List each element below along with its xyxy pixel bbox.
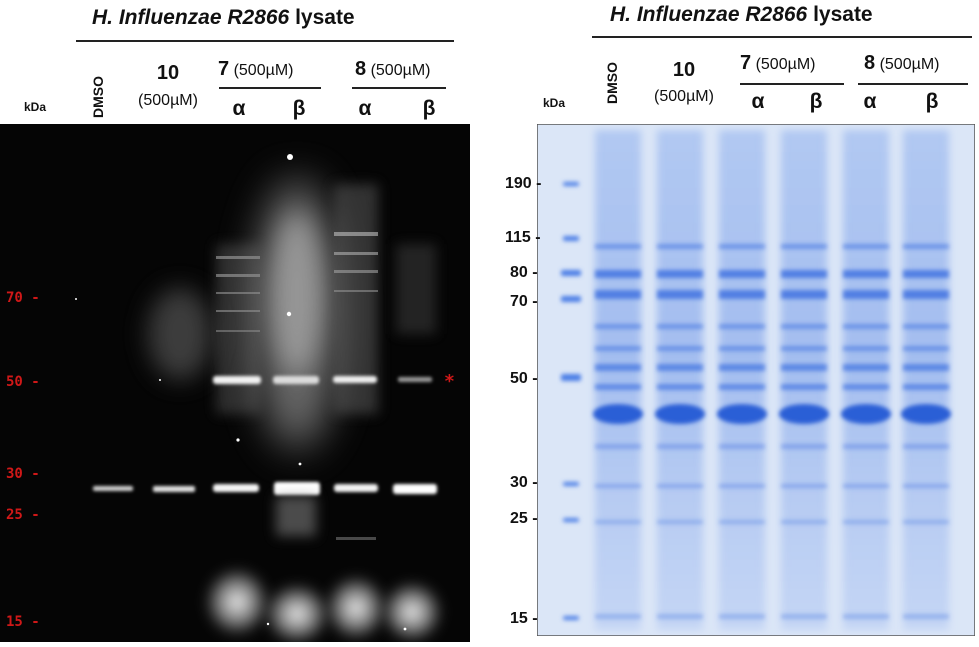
right-kda-label: kDa (543, 96, 566, 110)
lane-7b-lower-smear (276, 496, 316, 536)
left-gel-image (0, 124, 470, 646)
right-lane-group-7: 7 (500µM) (740, 52, 815, 75)
left-lane-group-8: 8 (500µM) (355, 58, 430, 81)
right-lane-label-8: 8 (864, 52, 876, 74)
left-group-8-rule (352, 87, 446, 89)
left-lane-label-8-conc: (500µM) (370, 62, 431, 79)
right-lane-label-8-beta: β (925, 90, 939, 113)
lane-7b-core (271, 214, 323, 374)
left-marker-30: 30 - (6, 466, 40, 482)
left-gel-title-suffix: lysate (289, 6, 355, 29)
left-lane-label-8-alpha: α (358, 97, 372, 120)
right-marker-80: 80 - (510, 264, 538, 281)
left-marker-70: 70 - (6, 290, 40, 306)
protein-bands (595, 244, 949, 619)
lane-8a-ladder-bands (334, 232, 378, 292)
right-marker-70: 70 - (510, 293, 538, 310)
fluorescence-gel-graphic (0, 124, 470, 646)
lane-8a-faint-band (336, 537, 376, 540)
right-group-8-rule (858, 83, 968, 85)
left-title-rule (76, 40, 454, 42)
left-lane-label-dmso: DMSO (90, 76, 106, 118)
left-lane-label-7-alpha: α (232, 97, 246, 120)
right-gel-title: H. Influenzae R2866 lysate (610, 3, 873, 27)
left-gel-title: H. Influenzae R2866 lysate (92, 6, 355, 30)
lane-8a-dye-front (324, 574, 388, 642)
right-marker-25: 25 - (510, 510, 538, 527)
lane-10-smear (148, 288, 212, 380)
right-gel-title-species: H. Influenzae R2866 (610, 3, 808, 26)
left-lane-label-7-beta: β (292, 97, 306, 120)
right-marker-30: 30 - (510, 474, 538, 491)
right-marker-15: 15 - (510, 610, 538, 627)
lane-8a-smear (334, 184, 378, 414)
bands-28kda (93, 482, 437, 495)
right-marker-190: 190 - (505, 175, 542, 192)
left-lane-label-10-conc: (500µM) (138, 92, 198, 109)
right-lane-label-7: 7 (740, 52, 752, 74)
major-band (593, 404, 951, 424)
right-lane-label-10: 10 (672, 59, 696, 81)
left-asterisk: * (444, 371, 455, 392)
right-gel-image (536, 123, 976, 637)
left-lane-label-8-beta: β (422, 97, 436, 120)
coomassie-gel-graphic (536, 123, 976, 637)
lane-7a-dye-front (203, 566, 271, 638)
right-gel-title-suffix: lysate (807, 3, 873, 26)
left-lane-label-7: 7 (218, 58, 230, 80)
left-gel-title-species: H. Influenzae R2866 (92, 6, 290, 29)
right-lane-label-dmso: DMSO (604, 62, 620, 104)
lane-8b-dye-front (380, 580, 444, 644)
right-lane-group-8: 8 (500µM) (864, 52, 939, 75)
right-lane-label-10-conc: (500µM) (654, 88, 714, 105)
left-marker-50: 50 - (6, 374, 40, 390)
right-marker-50: 50 - (510, 370, 538, 387)
lane-7a-ladder-bands (216, 256, 260, 332)
left-marker-15: 15 - (6, 614, 40, 630)
left-lane-group-7: 7 (500µM) (218, 58, 293, 81)
ladder-lane (561, 182, 581, 620)
right-title-rule (592, 36, 972, 38)
right-lane-label-7-conc: (500µM) (755, 56, 816, 73)
lane-8b-smear (396, 244, 436, 334)
right-lane-label-8-conc: (500µM) (879, 56, 940, 73)
left-lane-label-8: 8 (355, 58, 367, 80)
right-lane-label-7-beta: β (809, 90, 823, 113)
gel-speckles (75, 154, 407, 631)
right-group-7-rule (740, 83, 844, 85)
right-lane-label-7-alpha: α (751, 90, 765, 113)
left-lane-label-10: 10 (156, 62, 180, 84)
right-lane-label-8-alpha: α (863, 90, 877, 113)
left-kda-label: kDa (24, 100, 47, 114)
lane-7b-dye-front (263, 582, 331, 646)
right-marker-115: 115 - (505, 229, 541, 246)
bands-50kda (213, 376, 432, 384)
left-marker-25: 25 - (6, 507, 40, 523)
sample-lanes (595, 130, 949, 630)
lane-7a-smear (216, 244, 260, 414)
left-group-7-rule (219, 87, 321, 89)
left-lane-label-7-conc: (500µM) (233, 62, 294, 79)
